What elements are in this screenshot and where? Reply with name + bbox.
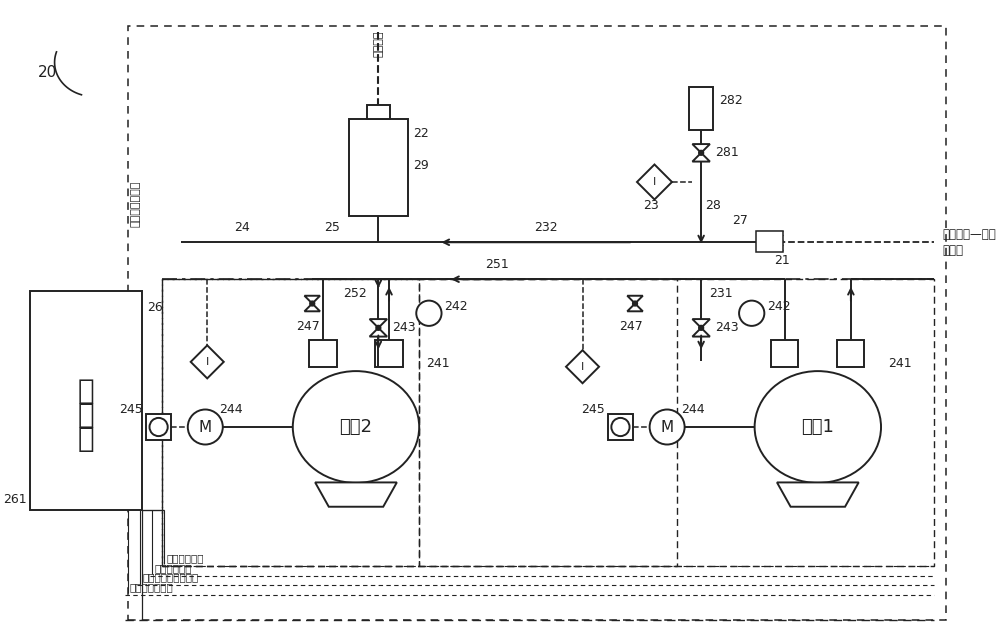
Text: 23: 23	[643, 200, 658, 213]
Bar	[349, 118, 408, 216]
Circle shape	[739, 301, 764, 326]
Bar	[756, 231, 783, 252]
Bar	[309, 339, 337, 366]
Text: I: I	[206, 357, 209, 367]
Text: 242: 242	[444, 300, 468, 313]
Text: 247: 247	[296, 320, 320, 333]
Bar	[419, 279, 934, 566]
Text: 控: 控	[78, 377, 94, 404]
Polygon shape	[692, 144, 710, 162]
Text: 241: 241	[888, 357, 911, 370]
Text: 制: 制	[78, 401, 94, 429]
Text: 29: 29	[413, 159, 429, 172]
Text: 281: 281	[715, 146, 739, 159]
Bar	[128, 26, 946, 620]
Text: 232: 232	[534, 222, 557, 234]
Circle shape	[699, 325, 704, 330]
Polygon shape	[370, 319, 387, 337]
Bar	[162, 279, 419, 566]
Text: 231: 231	[709, 287, 733, 300]
Text: 247: 247	[619, 320, 643, 333]
Circle shape	[310, 301, 315, 306]
Polygon shape	[637, 164, 672, 200]
Text: 旁路阀控制回路: 旁路阀控制回路	[130, 180, 140, 227]
Text: 243: 243	[715, 321, 738, 334]
Text: 245: 245	[581, 403, 605, 416]
Polygon shape	[777, 482, 859, 507]
Circle shape	[416, 301, 442, 326]
Text: 244: 244	[219, 403, 243, 416]
Text: 21: 21	[774, 254, 790, 267]
Text: 排风管路: 排风管路	[373, 30, 383, 57]
Text: 241: 241	[426, 357, 450, 370]
Text: M: M	[661, 419, 674, 435]
Circle shape	[150, 418, 168, 436]
Polygon shape	[315, 482, 397, 507]
Text: 风机1: 风机1	[801, 418, 834, 436]
Circle shape	[699, 151, 704, 155]
Text: 244: 244	[681, 403, 704, 416]
Ellipse shape	[755, 371, 881, 483]
Polygon shape	[304, 296, 320, 311]
Text: 282: 282	[719, 95, 742, 108]
Polygon shape	[566, 350, 599, 383]
Bar	[367, 105, 390, 118]
Text: 风机控制回路: 风机控制回路	[155, 563, 192, 573]
Bar	[162, 279, 677, 566]
Text: M: M	[199, 419, 212, 435]
Bar	[146, 414, 171, 440]
Text: 243: 243	[392, 321, 416, 334]
Ellipse shape	[293, 371, 419, 483]
Text: 除尘器: 除尘器	[942, 243, 963, 256]
Text: 压力传感器回路: 压力传感器回路	[129, 582, 173, 592]
Circle shape	[633, 301, 637, 306]
Text: 24: 24	[234, 222, 250, 234]
Text: I: I	[581, 362, 584, 372]
Text: 245: 245	[119, 403, 143, 416]
Bar	[837, 339, 864, 366]
Text: 251: 251	[485, 258, 509, 271]
Text: 20: 20	[38, 65, 57, 80]
Circle shape	[376, 325, 381, 330]
Text: 25: 25	[324, 222, 340, 234]
Circle shape	[611, 418, 630, 436]
Text: I: I	[653, 177, 656, 187]
Bar	[608, 414, 633, 440]
Bar	[771, 339, 798, 366]
Polygon shape	[692, 319, 710, 337]
Polygon shape	[627, 296, 643, 311]
Text: 242: 242	[767, 300, 791, 313]
Text: 电流控制回路: 电流控制回路	[166, 553, 204, 563]
Text: 柜: 柜	[78, 425, 94, 453]
Bar	[30, 291, 142, 509]
Text: 进风管路—来自: 进风管路—来自	[942, 228, 996, 241]
Text: 252: 252	[343, 287, 367, 300]
Circle shape	[188, 410, 223, 444]
Bar	[689, 87, 713, 131]
Text: 28: 28	[705, 200, 721, 213]
Text: 27: 27	[732, 214, 748, 227]
Text: 22: 22	[413, 127, 429, 140]
Bar	[375, 339, 403, 366]
Text: 261: 261	[3, 493, 26, 506]
Text: 26: 26	[147, 301, 163, 314]
Polygon shape	[191, 345, 224, 379]
Text: 进风口阀门控制回路: 进风口阀门控制回路	[142, 573, 198, 583]
Text: 风机2: 风机2	[339, 418, 372, 436]
Circle shape	[650, 410, 685, 444]
